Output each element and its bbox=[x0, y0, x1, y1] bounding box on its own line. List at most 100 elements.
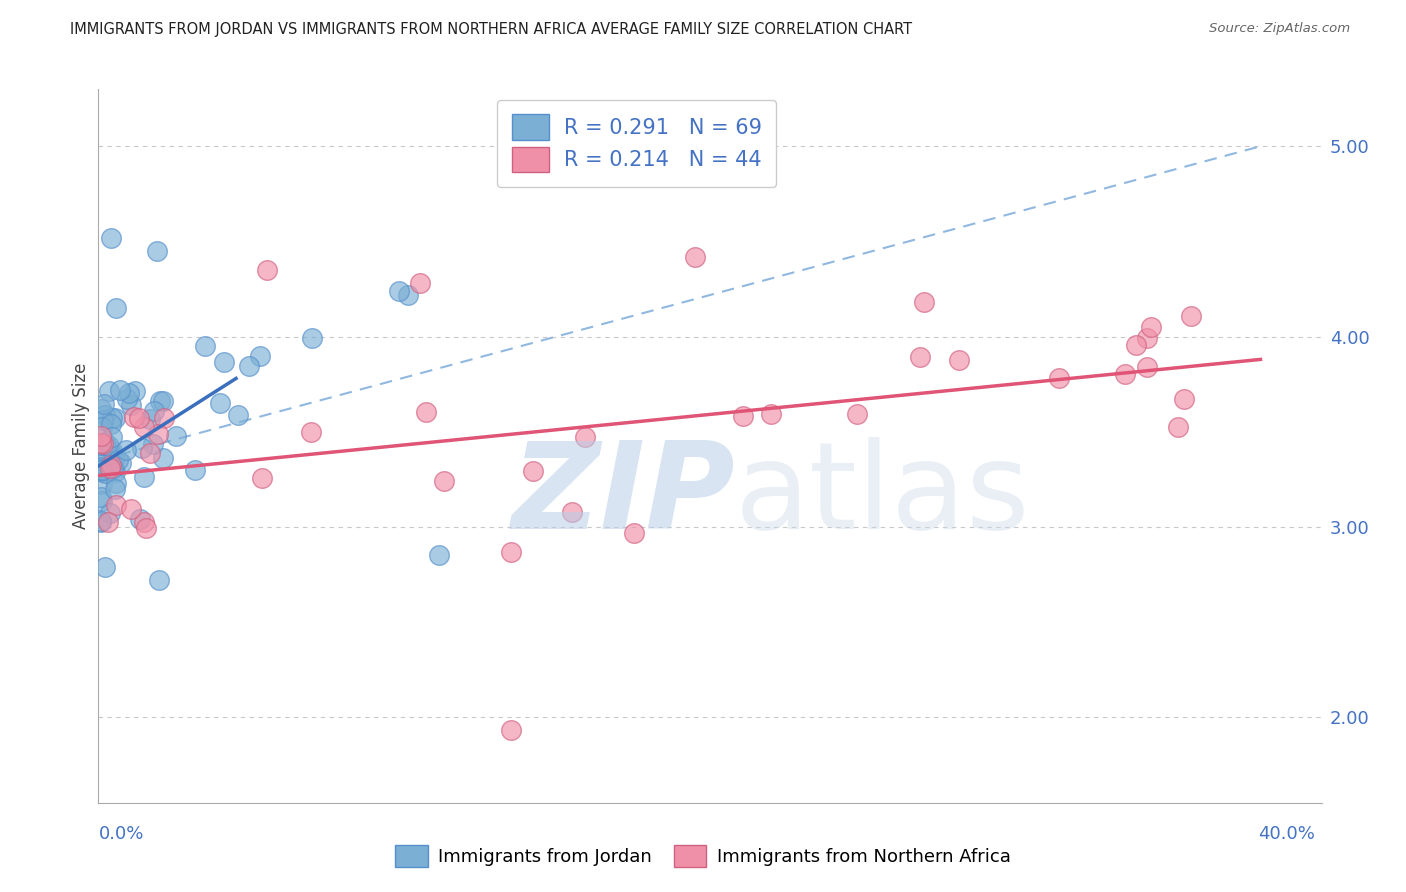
Point bbox=[91, 454, 114, 468]
Point bbox=[142, 437, 165, 451]
Point bbox=[256, 263, 278, 277]
Point bbox=[90, 477, 112, 491]
Point bbox=[108, 383, 131, 397]
Point bbox=[100, 458, 122, 472]
Point bbox=[100, 444, 122, 458]
Point bbox=[1125, 338, 1147, 352]
Point bbox=[759, 407, 782, 421]
Point bbox=[104, 475, 127, 490]
Point bbox=[1173, 392, 1195, 407]
Point bbox=[1180, 309, 1202, 323]
Point bbox=[238, 359, 260, 374]
Point bbox=[731, 409, 754, 424]
Point bbox=[683, 250, 706, 264]
Point bbox=[184, 463, 207, 477]
Point bbox=[91, 413, 114, 427]
Point bbox=[139, 445, 162, 459]
Point bbox=[396, 288, 419, 302]
Point bbox=[131, 442, 153, 456]
Point bbox=[110, 457, 132, 471]
Legend: R = 0.291   N = 69, R = 0.214   N = 44: R = 0.291 N = 69, R = 0.214 N = 44 bbox=[496, 100, 776, 187]
Point bbox=[134, 515, 156, 529]
Point bbox=[152, 450, 174, 465]
Point bbox=[104, 301, 127, 316]
Point bbox=[1167, 419, 1189, 434]
Point bbox=[148, 573, 170, 587]
Point bbox=[97, 515, 120, 529]
Point bbox=[623, 525, 645, 540]
Y-axis label: Average Family Size: Average Family Size bbox=[72, 363, 90, 529]
Point bbox=[91, 437, 114, 451]
Point bbox=[90, 515, 112, 529]
Point bbox=[114, 443, 136, 458]
Point bbox=[91, 494, 114, 508]
Point bbox=[100, 230, 122, 244]
Point bbox=[90, 429, 112, 443]
Legend: Immigrants from Jordan, Immigrants from Northern Africa: Immigrants from Jordan, Immigrants from … bbox=[388, 838, 1018, 874]
Point bbox=[148, 427, 170, 442]
Point bbox=[128, 512, 150, 526]
Point bbox=[90, 462, 112, 476]
Point bbox=[101, 430, 124, 444]
Point bbox=[98, 461, 121, 475]
Point bbox=[91, 463, 114, 477]
Point bbox=[432, 475, 454, 489]
Point bbox=[93, 396, 115, 410]
Point bbox=[115, 392, 138, 406]
Point bbox=[427, 549, 450, 563]
Point bbox=[98, 439, 121, 453]
Point bbox=[1114, 368, 1136, 382]
Point bbox=[105, 498, 128, 512]
Point bbox=[149, 393, 172, 408]
Point bbox=[90, 514, 112, 528]
Point bbox=[209, 395, 232, 409]
Text: IMMIGRANTS FROM JORDAN VS IMMIGRANTS FROM NORTHERN AFRICA AVERAGE FAMILY SIZE CO: IMMIGRANTS FROM JORDAN VS IMMIGRANTS FRO… bbox=[70, 22, 912, 37]
Point bbox=[152, 394, 174, 409]
Point bbox=[128, 411, 150, 425]
Point bbox=[134, 420, 156, 434]
Point bbox=[104, 450, 127, 465]
Point bbox=[845, 407, 868, 421]
Point bbox=[94, 466, 117, 480]
Point bbox=[104, 483, 127, 497]
Point bbox=[299, 425, 322, 439]
Point bbox=[910, 350, 932, 364]
Text: 40.0%: 40.0% bbox=[1258, 825, 1315, 843]
Point bbox=[135, 521, 157, 535]
Point bbox=[118, 385, 141, 400]
Point bbox=[94, 409, 117, 423]
Point bbox=[948, 352, 970, 367]
Point bbox=[90, 460, 112, 475]
Point bbox=[1047, 370, 1070, 384]
Point bbox=[90, 420, 112, 434]
Point bbox=[98, 506, 121, 520]
Point bbox=[91, 438, 114, 452]
Point bbox=[134, 469, 156, 483]
Point bbox=[301, 331, 323, 345]
Point bbox=[388, 284, 411, 298]
Point bbox=[94, 438, 117, 452]
Point bbox=[228, 408, 250, 422]
Point bbox=[90, 401, 112, 416]
Point bbox=[1136, 331, 1159, 345]
Point bbox=[94, 560, 117, 574]
Point bbox=[1140, 319, 1163, 334]
Point bbox=[212, 355, 235, 369]
Point bbox=[90, 438, 112, 452]
Point bbox=[122, 409, 145, 424]
Point bbox=[143, 404, 166, 418]
Point bbox=[104, 466, 127, 480]
Point bbox=[561, 505, 583, 519]
Text: ZIP: ZIP bbox=[510, 437, 734, 555]
Point bbox=[1136, 359, 1159, 374]
Point bbox=[107, 453, 129, 467]
Text: 0.0%: 0.0% bbox=[98, 825, 143, 843]
Point bbox=[96, 450, 118, 465]
Point bbox=[194, 339, 217, 353]
Point bbox=[101, 460, 124, 475]
Point bbox=[415, 405, 437, 419]
Point bbox=[90, 464, 112, 478]
Point bbox=[522, 464, 544, 478]
Point bbox=[90, 436, 112, 450]
Point bbox=[120, 398, 142, 412]
